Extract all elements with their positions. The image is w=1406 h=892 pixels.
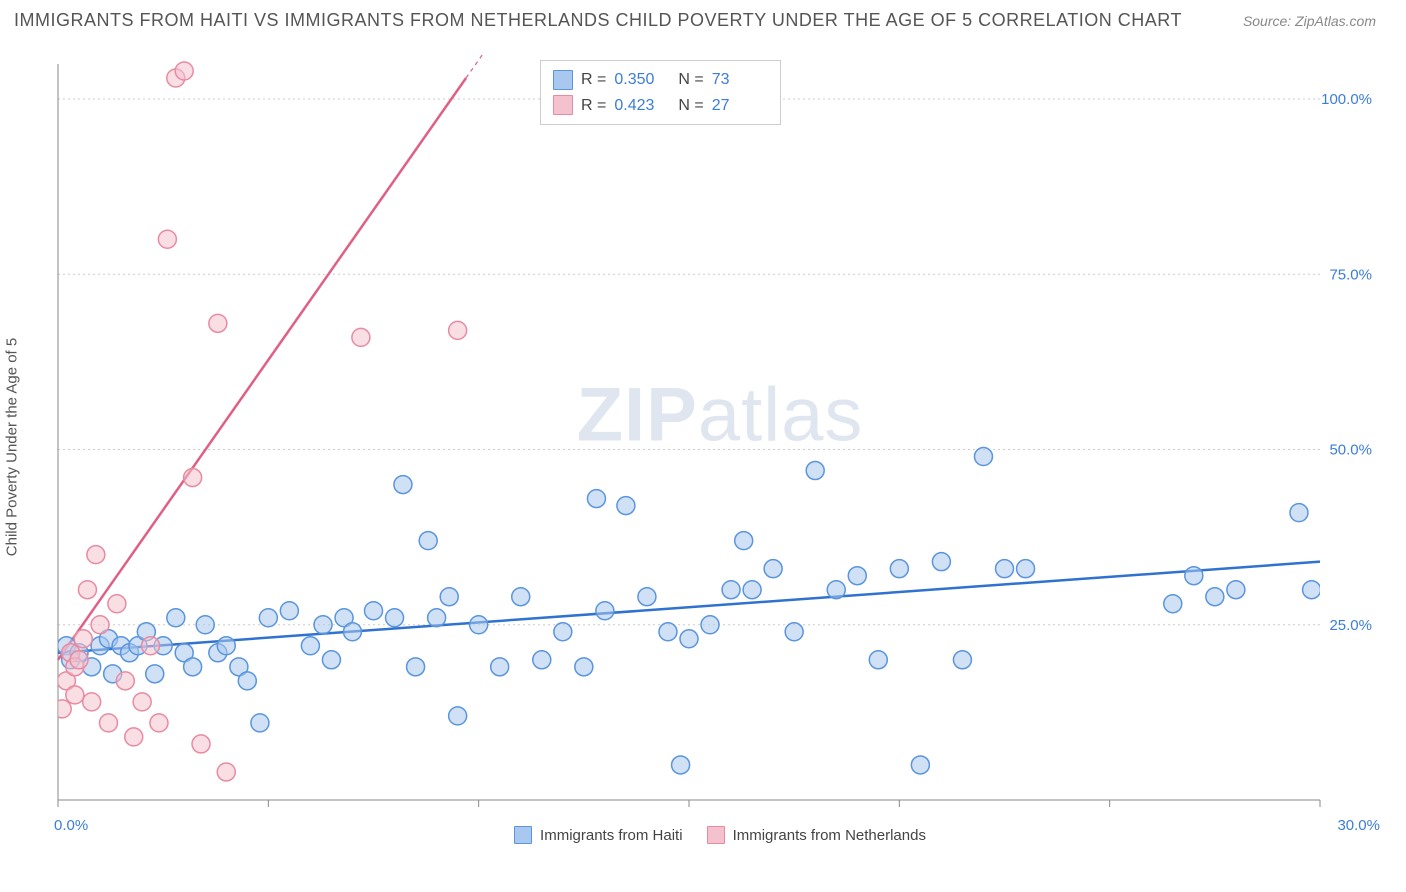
source-name: ZipAtlas.com (1295, 13, 1376, 29)
n-label: N = (678, 67, 703, 93)
svg-text:100.0%: 100.0% (1321, 91, 1372, 108)
series-swatch (553, 70, 573, 90)
svg-text:75.0%: 75.0% (1329, 266, 1372, 283)
r-value: 0.423 (614, 93, 670, 119)
source-label: Source: (1243, 13, 1295, 29)
correlation-stats-box: R = 0.350 N = 73 R = 0.423 N = 27 (540, 60, 781, 125)
chart-area: Child Poverty Under the Age of 5 ZIPatla… (50, 52, 1390, 842)
legend-item: Immigrants from Haiti (514, 826, 683, 844)
stats-row: R = 0.350 N = 73 (553, 67, 768, 93)
n-value: 27 (712, 93, 768, 119)
legend-label: Immigrants from Haiti (540, 827, 683, 844)
y-axis-label: Child Poverty Under the Age of 5 (4, 338, 21, 556)
legend: Immigrants from Haiti Immigrants from Ne… (50, 826, 1390, 844)
legend-label: Immigrants from Netherlands (733, 827, 926, 844)
stats-row: R = 0.423 N = 27 (553, 93, 768, 119)
r-value: 0.350 (614, 67, 670, 93)
series-swatch (553, 95, 573, 115)
svg-text:50.0%: 50.0% (1329, 442, 1372, 459)
scatter-plot: 25.0%50.0%75.0%100.0%0.0%30.0% (50, 52, 1390, 842)
n-value: 73 (712, 67, 768, 93)
r-label: R = (581, 93, 606, 119)
legend-item: Immigrants from Netherlands (707, 826, 926, 844)
chart-title: IMMIGRANTS FROM HAITI VS IMMIGRANTS FROM… (14, 10, 1182, 31)
chart-header: IMMIGRANTS FROM HAITI VS IMMIGRANTS FROM… (0, 0, 1406, 39)
n-label: N = (678, 93, 703, 119)
source-attribution: Source: ZipAtlas.com (1243, 13, 1376, 29)
legend-swatch (514, 826, 532, 844)
legend-swatch (707, 826, 725, 844)
svg-text:25.0%: 25.0% (1329, 617, 1372, 634)
r-label: R = (581, 67, 606, 93)
